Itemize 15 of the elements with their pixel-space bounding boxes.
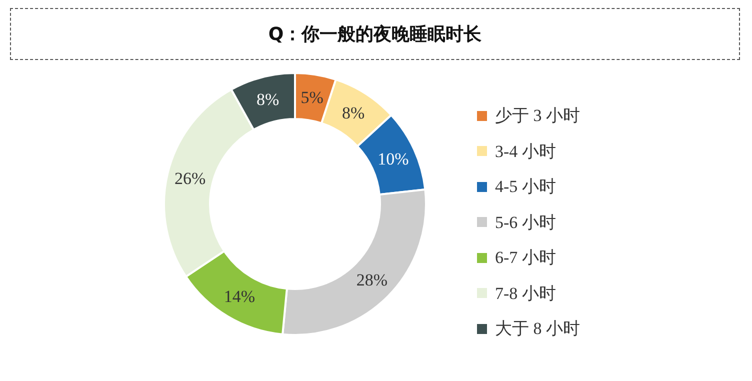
legend-label: 7-8 小时 [495,282,556,305]
data-label: 8% [256,90,280,109]
legend-label: 6-7 小时 [495,247,556,270]
legend-label: 大于 8 小时 [495,318,580,340]
data-label: 14% [224,287,256,306]
legend-label: 5-6 小时 [495,212,556,234]
data-label: 8% [342,104,365,123]
legend-label: 3-4 小时 [495,140,556,163]
legend-label: 4-5 小时 [495,176,556,198]
data-label: 28% [356,270,388,290]
data-label: 26% [174,169,206,188]
data-label: 5% [300,88,324,107]
data-label: 10% [378,150,409,169]
legend-label: 少于 3 小时 [495,105,580,128]
chart-title: Q：你一般的夜晚睡眠时长 [10,8,740,60]
